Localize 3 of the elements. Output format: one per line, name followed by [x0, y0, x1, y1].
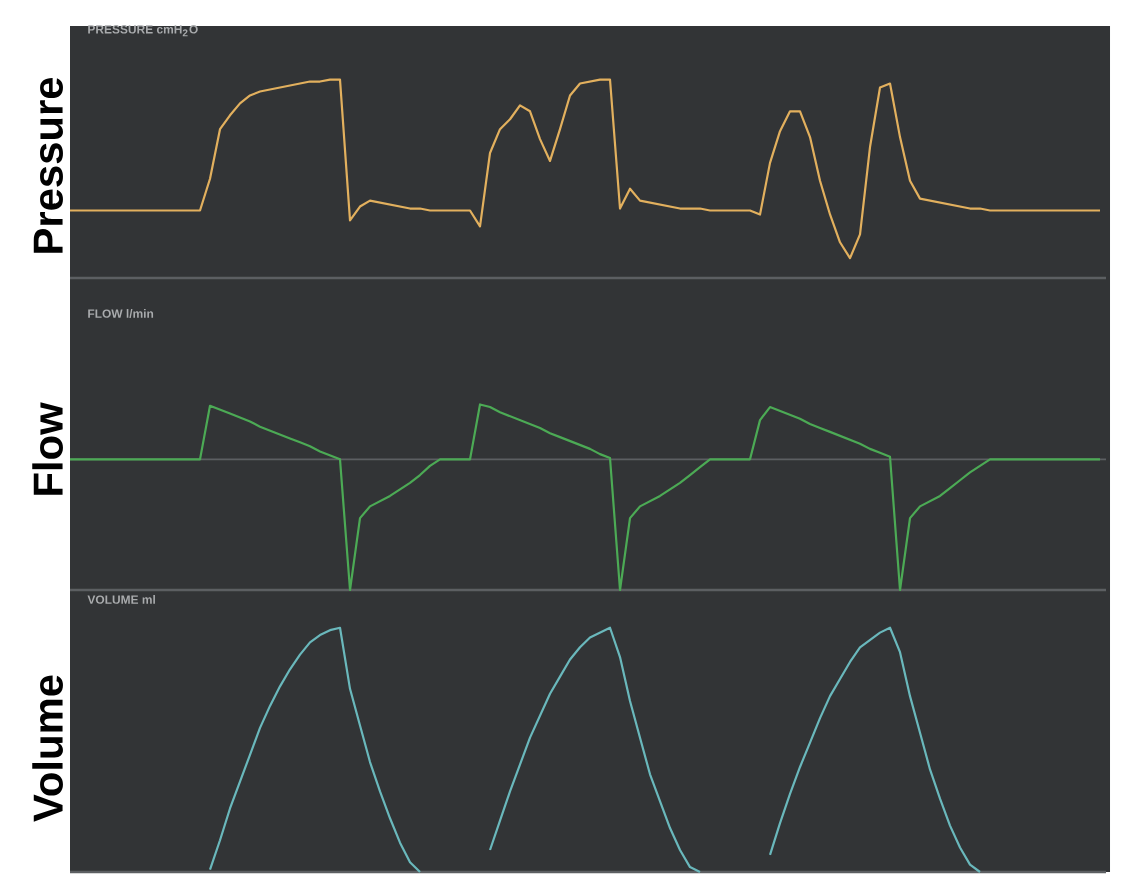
y-axis-title: Flow [32, 402, 63, 495]
y-axis-title: Pressure [33, 77, 63, 253]
y-axis-title: Volume [32, 675, 63, 822]
